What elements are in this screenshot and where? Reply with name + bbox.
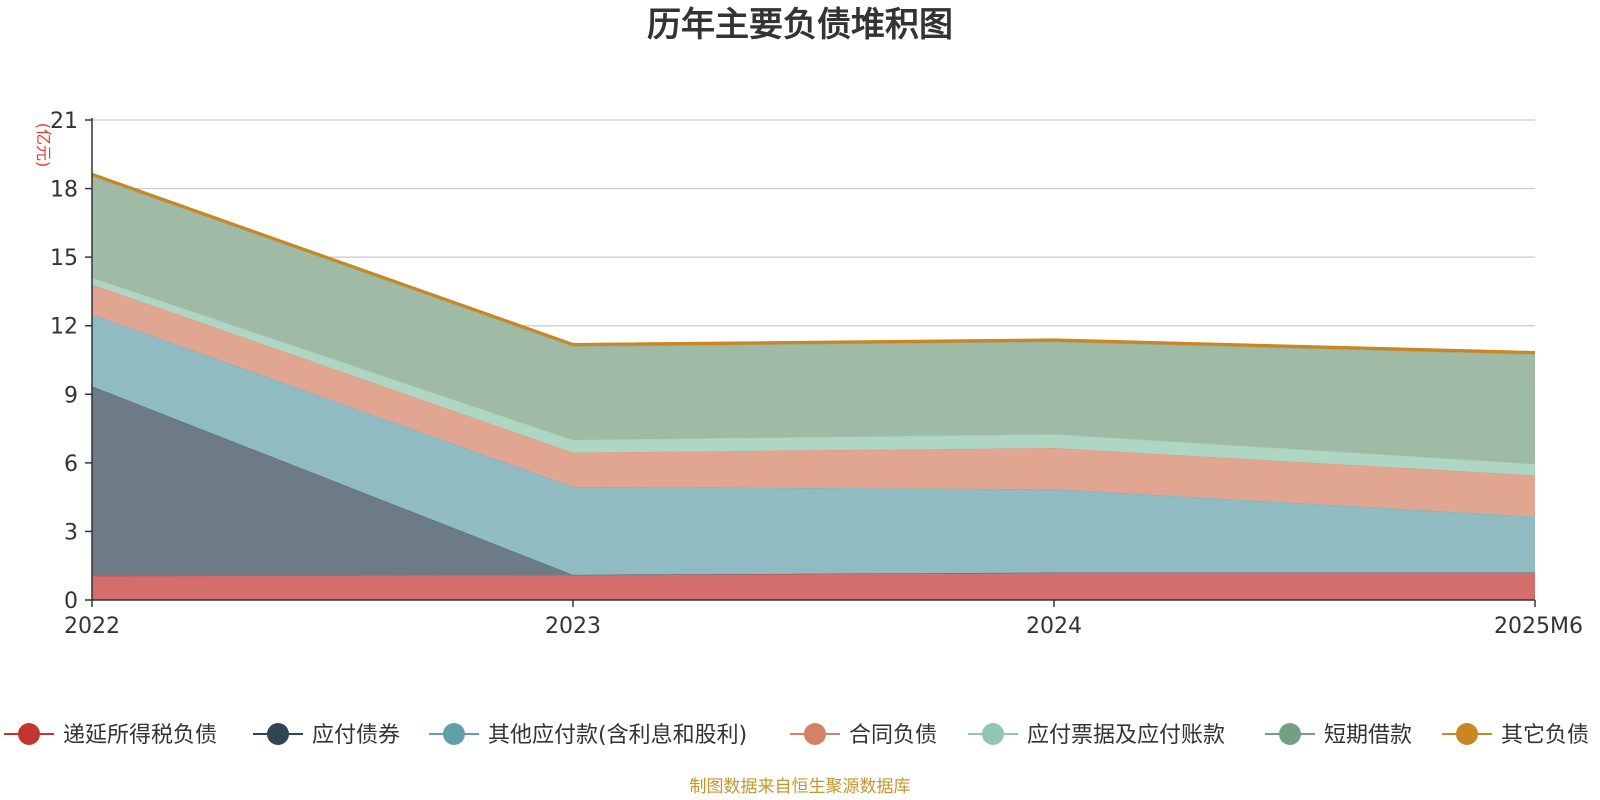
y-tick-label: 15 — [50, 246, 78, 271]
x-tick-label: 2023 — [545, 614, 601, 639]
legend-label-0: 递延所得税负债 — [63, 723, 217, 748]
y-tick-label: 0 — [64, 589, 78, 614]
legend-marker-4 — [982, 723, 1004, 745]
legend-label-2: 其他应付款(含利息和股利) — [488, 723, 747, 748]
chart-title: 历年主要负债堆积图 — [647, 5, 953, 45]
axes: 0 3 6 9 12 15 18 21 2022 2023 2024 2025M6 — [50, 109, 1583, 639]
area-2 — [92, 314, 1535, 575]
legend-marker-3 — [804, 723, 826, 745]
y-tick-label: 9 — [64, 383, 78, 408]
legend-marker-0 — [18, 723, 40, 745]
x-tick-label: 2024 — [1026, 614, 1082, 639]
legend-marker-1 — [267, 723, 289, 745]
legend-marker-2 — [443, 723, 465, 745]
legend-label-6: 其它负债 — [1501, 723, 1589, 748]
legend-label-4: 应付票据及应付账款 — [1027, 723, 1225, 748]
area-1 — [92, 386, 1535, 576]
area-4 — [92, 277, 1535, 476]
x-tick-label: 2025M6 — [1494, 614, 1583, 639]
data-source-note: 制图数据来自恒生聚源数据库 — [690, 777, 911, 797]
y-tick-label: 6 — [64, 452, 78, 477]
area-3 — [92, 284, 1535, 517]
area-series — [91, 172, 1536, 600]
y-tick-label: 12 — [50, 315, 78, 340]
area-line-6 — [91, 172, 1536, 353]
y-tick-label: 18 — [50, 178, 78, 203]
legend-label-3: 合同负债 — [849, 723, 937, 748]
y-tick-label: 21 — [50, 109, 78, 134]
y-tick-label: 3 — [64, 520, 78, 545]
area-0 — [92, 572, 1535, 600]
legend-marker-5 — [1279, 723, 1301, 745]
legend-marker-6 — [1456, 723, 1478, 745]
legend-label-5: 短期借款 — [1324, 723, 1412, 748]
area-5 — [92, 176, 1535, 464]
legend-label-1: 应付债券 — [312, 723, 400, 748]
y-axis-label: (亿元) — [34, 123, 53, 168]
legend: 递延所得税负债 应付债券 其他应付款(含利息和股利) 合同负债 应付票据及应付账款 短期借… — [4, 723, 1589, 748]
x-tick-label: 2022 — [64, 614, 120, 639]
